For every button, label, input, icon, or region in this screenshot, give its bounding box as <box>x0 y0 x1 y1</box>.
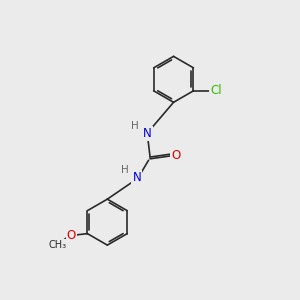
Text: CH₃: CH₃ <box>48 239 66 250</box>
Text: N: N <box>132 171 141 184</box>
Text: H: H <box>131 121 139 130</box>
Text: O: O <box>171 149 181 162</box>
Text: Cl: Cl <box>210 84 222 97</box>
Text: O: O <box>67 229 76 242</box>
Text: H: H <box>121 165 128 175</box>
Text: N: N <box>143 127 152 140</box>
